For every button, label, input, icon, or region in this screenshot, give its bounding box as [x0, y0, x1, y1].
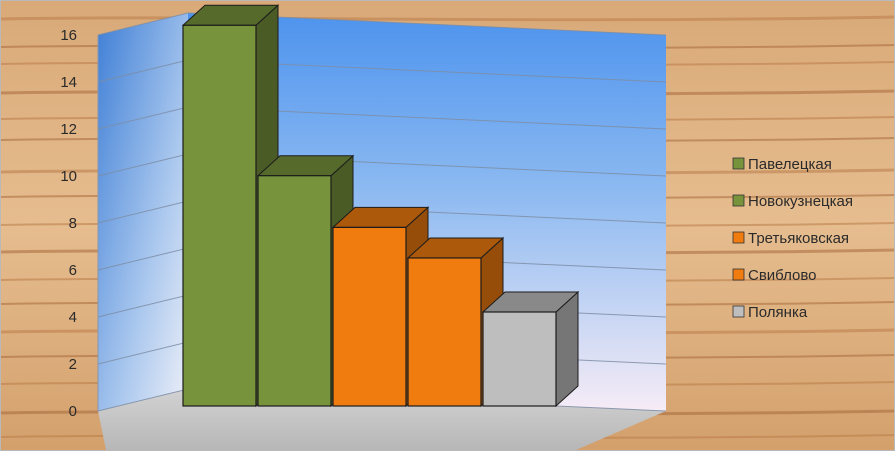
y-tick-label: 6: [69, 262, 77, 279]
wood-grain-line: [1, 15, 894, 22]
bars: [181, 4, 580, 408]
bar-front-face: [407, 257, 482, 407]
legend-item: Третьяковская: [732, 230, 849, 247]
y-tick-label: 16: [60, 27, 77, 44]
legend-swatch: [732, 231, 745, 244]
legend: Павелецкая Новокузнецкая Третьяковская Свиб…: [732, 156, 853, 321]
legend-label: Полянка: [748, 304, 808, 321]
legend-swatch: [732, 157, 745, 170]
y-axis: 0 2 4 6 8 10 12 14 16: [60, 27, 99, 420]
legend-item: Свиблово: [732, 267, 817, 284]
legend-swatch: [732, 194, 745, 207]
y-tick-label: 0: [69, 403, 77, 420]
legend-label: Павелецкая: [748, 156, 832, 173]
legend-label: Свиблово: [748, 267, 817, 284]
bar-front-face: [332, 226, 407, 407]
legend-swatch: [732, 305, 745, 318]
legend-item: Полянка: [732, 304, 808, 321]
bar-5: [481, 290, 580, 408]
y-tick-label: 14: [60, 74, 77, 91]
bar-front-face: [257, 175, 332, 407]
y-tick-label: 4: [69, 309, 77, 326]
legend-item: Павелецкая: [732, 156, 832, 173]
y-tick-label: 10: [60, 168, 77, 185]
bar-front-face: [482, 311, 557, 407]
legend-label: Новокузнецкая: [748, 193, 853, 210]
y-tick-label: 12: [60, 121, 77, 138]
legend-item: Новокузнецкая: [732, 193, 853, 210]
legend-swatch: [732, 268, 745, 281]
y-tick-label: 8: [69, 215, 77, 232]
y-tick-label: 2: [69, 356, 77, 373]
bar-front-face: [182, 24, 257, 407]
legend-label: Третьяковская: [748, 230, 849, 247]
gridline: [97, 12, 667, 36]
